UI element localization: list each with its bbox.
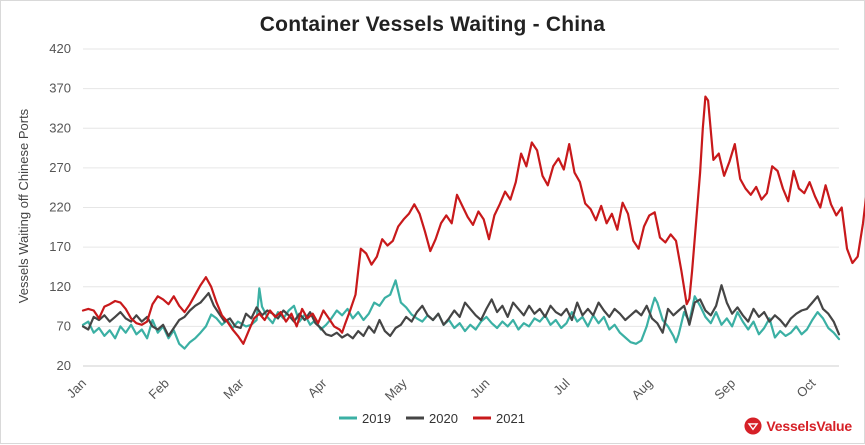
y-tick-label: 70 [57,318,71,333]
series-lines [81,95,865,350]
series-line-2019 [81,279,841,350]
series-line-2020 [81,284,841,340]
brand-logo: VesselsValue [744,417,852,435]
legend-label-2020[interactable]: 2020 [429,411,458,426]
x-tick-label: Jan [64,376,89,401]
legend-label-2021[interactable]: 2021 [496,411,525,426]
x-axis-ticks: Jan Feb Mar Apr May Jun Jul Aug Sep Oct [64,365,839,403]
y-tick-label: 370 [49,81,71,96]
x-tick-label: Sep [711,376,738,403]
y-tick-label: 20 [57,358,71,373]
x-tick-label: May [382,375,410,403]
y-tick-label: 270 [49,160,71,175]
chart-title: Container Vessels Waiting - China [259,13,606,36]
x-tick-label: Oct [793,375,818,400]
y-tick-label: 420 [49,41,71,56]
y-tick-label: 320 [49,120,71,135]
x-tick-label: Mar [220,375,247,402]
legend: 2019 2020 2021 [339,411,525,426]
x-tick-label: Jul [550,375,572,397]
legend-label-2019[interactable]: 2019 [362,411,391,426]
y-tick-label: 170 [49,239,71,254]
x-tick-label: Jun [467,376,492,401]
y-axis-ticks: 20 70 120 170 220 270 320 370 420 [49,41,71,373]
y-tick-label: 220 [49,200,71,215]
x-tick-label: Feb [145,376,171,402]
y-axis-title: Vessels Waiting off Chinese Ports [16,108,31,303]
y-tick-label: 120 [49,279,71,294]
vesselsvalue-logo-icon [744,417,762,435]
brand-name: VesselsValue [766,418,852,434]
x-tick-label: Aug [628,376,655,403]
series-line-2021 [81,95,865,345]
x-tick-label: Apr [305,375,330,400]
